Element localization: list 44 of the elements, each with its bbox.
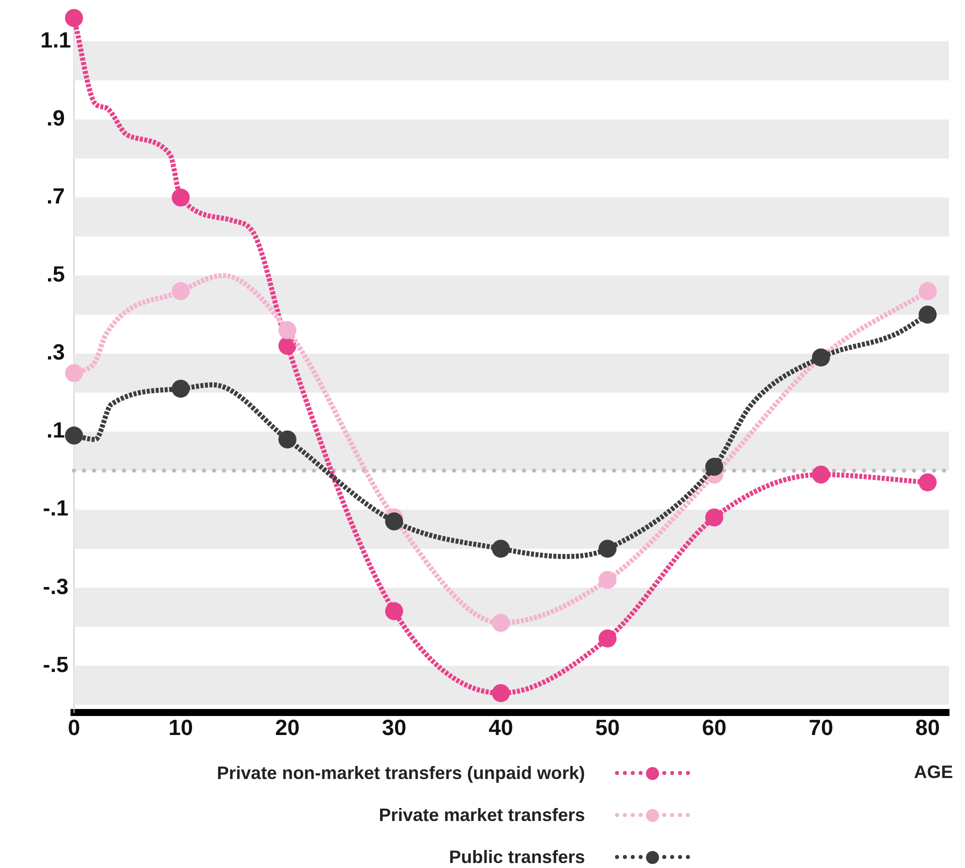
y-tick-label: -.3 — [42, 574, 69, 599]
x-tick-label: 10 — [168, 714, 193, 740]
legend-label: Private market transfers — [378, 804, 585, 826]
x-tick-label: 0 — [68, 714, 80, 740]
point — [598, 540, 617, 558]
point — [492, 540, 510, 558]
point — [172, 282, 190, 300]
y-tick-label: .9 — [46, 106, 65, 131]
y-tick-label: .5 — [46, 262, 65, 287]
point — [492, 684, 510, 702]
legend-label: Public transfers — [448, 846, 585, 868]
x-tick-label: 30 — [382, 714, 406, 740]
x-tick-label: 80 — [915, 714, 940, 740]
point — [65, 426, 83, 445]
legend-label: Private non-market transfers (unpaid work) — [216, 762, 585, 784]
point — [598, 629, 617, 648]
point — [65, 364, 83, 382]
point — [65, 9, 83, 27]
x-tick-label: 50 — [595, 714, 620, 740]
y-tick-label: .1 — [46, 418, 65, 443]
y-tick-label: .7 — [46, 184, 65, 209]
point — [918, 282, 937, 300]
y-tick-label: 1.1 — [40, 27, 72, 52]
point — [492, 614, 510, 632]
point — [278, 321, 296, 340]
x-tick-label: 40 — [488, 714, 514, 740]
point — [705, 508, 724, 526]
x-tick-label: 70 — [808, 714, 834, 740]
x-tick-label: 60 — [702, 714, 726, 740]
point — [172, 188, 190, 207]
point — [172, 380, 190, 398]
y-tick-label: -.1 — [42, 496, 69, 521]
y-tick-label: -.5 — [42, 652, 69, 677]
point — [918, 473, 937, 492]
x-tick-label: 20 — [275, 714, 300, 740]
point — [918, 306, 937, 324]
point — [385, 602, 404, 620]
x-axis-title: AGE — [914, 762, 953, 783]
point — [385, 512, 404, 530]
point — [278, 430, 296, 448]
point — [705, 458, 724, 476]
point — [812, 466, 830, 484]
y-tick-label: .3 — [46, 340, 65, 365]
point — [598, 570, 617, 589]
